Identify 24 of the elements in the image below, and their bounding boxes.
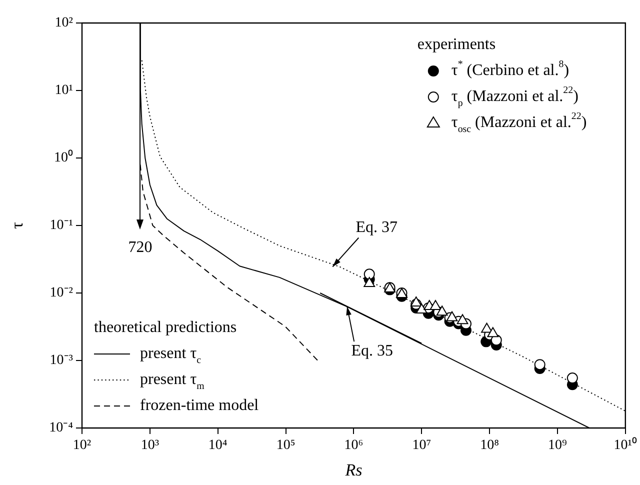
y-tick-label: 10⁻³ [50, 353, 73, 368]
y-axis-title: τ [8, 222, 27, 229]
annotation: Eq. 37 [356, 218, 398, 236]
y-tick-label: 10² [54, 16, 73, 31]
x-tick-label: 10⁴ [208, 438, 228, 454]
x-tick-label: 10² [72, 438, 92, 454]
y-tick-label: 10⁰ [54, 150, 73, 166]
y-tick-label: 10⁻¹ [50, 218, 73, 234]
x-tick-label: 10⁹ [548, 438, 568, 454]
x-tick-label: 10⁸ [480, 438, 500, 454]
y-tick-label: 10⁻² [50, 286, 73, 301]
legend-label: frozen-time model [140, 397, 260, 414]
x-axis-title: Rs [344, 460, 363, 480]
y-tick-label: 10¹ [54, 83, 73, 98]
x-tick-label: 10⁶ [344, 438, 364, 454]
annotation: Eq. 35 [351, 342, 394, 360]
ref-line-label: 720 [128, 238, 152, 256]
x-tick-label: 10³ [140, 438, 160, 454]
legend-title: theoretical predictions [94, 319, 237, 336]
annotation: experiments [417, 36, 496, 54]
x-tick-label: 10⁵ [276, 438, 296, 454]
y-tick-label: 10⁻⁴ [49, 420, 74, 436]
x-tick-label: 10¹⁰ [614, 437, 638, 454]
x-tick-label: 10⁷ [412, 438, 432, 454]
